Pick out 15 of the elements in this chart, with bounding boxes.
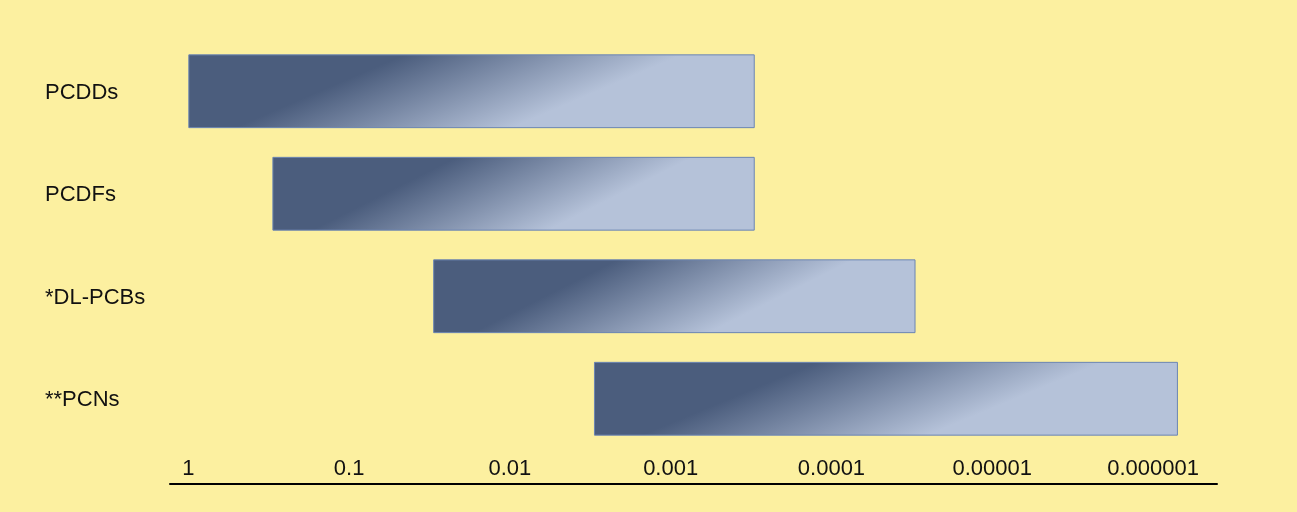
bar (272, 156, 755, 231)
x-tick-label: 0.001 (643, 454, 699, 480)
y-tick-label: *DL-PCBs (45, 283, 146, 309)
x-tick-label: 0.1 (333, 454, 365, 480)
x-tick-label: 0.000001 (1107, 454, 1199, 480)
bar (593, 361, 1178, 436)
y-tick-label: **PCNs (45, 386, 120, 412)
bar (433, 259, 916, 334)
x-tick-label: 0.0001 (797, 454, 866, 480)
y-tick-label: PCDDs (45, 78, 119, 104)
x-tick-label: 0.01 (488, 454, 532, 480)
x-tick-label: 0.00001 (952, 454, 1032, 480)
y-tick-label: PCDFs (45, 181, 116, 207)
bar (188, 54, 755, 129)
x-tick-label: 1 (182, 454, 195, 480)
